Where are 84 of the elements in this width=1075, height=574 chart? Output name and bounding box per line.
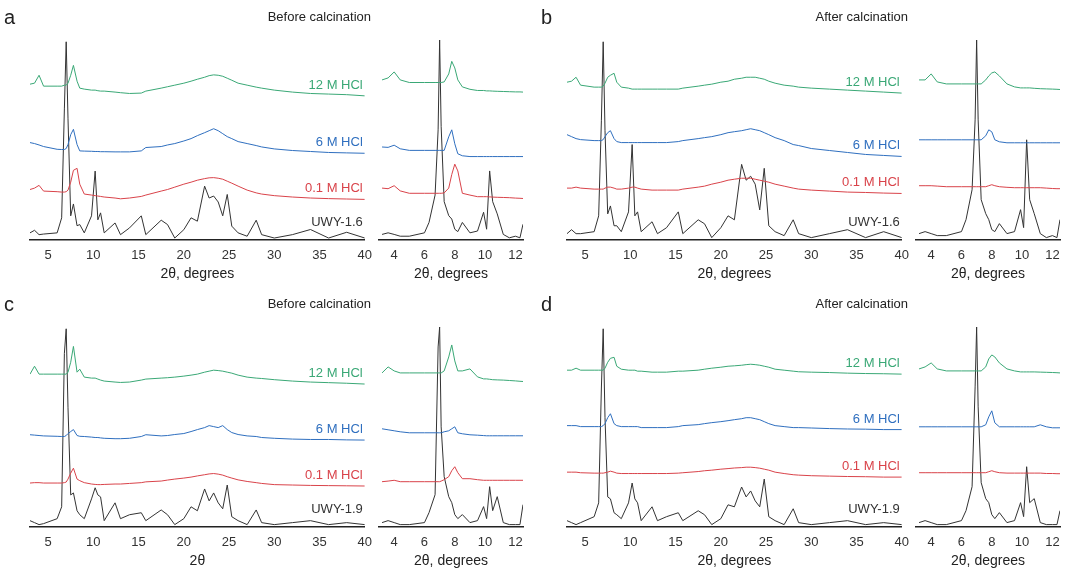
x-tick-label: 35 [312, 246, 327, 262]
text: c [4, 293, 14, 315]
chart-title: Before calcination [267, 9, 371, 25]
chart-title: After calcination [815, 9, 908, 25]
series-label: UWY-1.9 [311, 500, 363, 516]
x-tick-label: 10 [477, 246, 493, 262]
x-tick-label: 15 [131, 533, 146, 549]
x-tick-label: 40 [894, 533, 909, 549]
x-tick-label: 10 [623, 533, 638, 549]
x-tick-label: 15 [131, 246, 146, 262]
x-tick-label: 10 [1014, 533, 1030, 549]
x-tick-label: 25 [221, 246, 237, 262]
x-tick-label: 8 [451, 246, 459, 262]
series-label: 0.1 M HCl [304, 467, 363, 483]
x-axis-title: 2θ, degrees [414, 265, 488, 282]
x-tick-label: 6 [957, 246, 966, 262]
x-tick-label: 12 [508, 533, 523, 549]
series-label: 12 M HCl [845, 355, 900, 371]
x-axis-title: 2θ, degrees [697, 265, 772, 282]
series-label: UWY-1.6 [848, 213, 900, 229]
series-label: 12 M HCl [308, 365, 363, 381]
series-label: 0.1 M HCl [841, 458, 900, 474]
x-axis-title: 2θ, degrees [414, 552, 488, 569]
x-axis-title: 2θ, degrees [951, 552, 1025, 569]
series-label: 6 M HCl [852, 410, 900, 426]
x-tick-label: 25 [758, 246, 774, 262]
series-label: 12 M HCl [308, 76, 363, 92]
x-tick-label: 15 [668, 533, 683, 549]
x-tick-label: 35 [849, 533, 864, 549]
x-axis-title: 2θ, degrees [160, 265, 235, 282]
series-label: 6 M HCl [315, 421, 363, 437]
x-tick-label: 6 [957, 533, 966, 549]
x-tick-label: 40 [894, 246, 909, 262]
x-tick-label: 15 [668, 246, 683, 262]
x-tick-label: 12 [508, 246, 523, 262]
x-tick-label: 20 [176, 246, 192, 262]
series-label: UWY-1.9 [848, 500, 900, 516]
x-tick-label: 10 [477, 533, 493, 549]
x-tick-label: 10 [86, 246, 101, 262]
x-tick-label: 10 [1014, 246, 1030, 262]
chart-title: After calcination [815, 296, 908, 312]
x-tick-label: 6 [420, 246, 429, 262]
x-tick-label: 10 [623, 246, 638, 262]
x-tick-label: 30 [804, 533, 819, 549]
x-tick-label: 20 [176, 533, 192, 549]
x-tick-label: 4 [390, 533, 398, 549]
x-tick-label: 5 [581, 533, 589, 549]
text: a [4, 6, 16, 28]
x-tick-label: 25 [758, 533, 774, 549]
x-tick-label: 40 [357, 533, 372, 549]
x-tick-label: 8 [988, 533, 996, 549]
series-label: 0.1 M HCl [841, 174, 900, 190]
series-label: 0.1 M HCl [304, 180, 363, 196]
x-tick-label: 12 [1045, 533, 1060, 549]
series-label: UWY-1.6 [311, 214, 363, 230]
x-tick-label: 35 [312, 533, 327, 549]
x-tick-label: 4 [927, 533, 935, 549]
x-tick-label: 8 [988, 246, 996, 262]
x-tick-label: 8 [451, 533, 459, 549]
x-axis-title: 2θ, degrees [951, 265, 1025, 282]
x-axis-title: 2θ [189, 552, 206, 569]
x-tick-label: 20 [713, 533, 729, 549]
text: b [541, 6, 553, 28]
x-tick-label: 6 [420, 533, 429, 549]
x-tick-label: 25 [221, 533, 237, 549]
x-tick-label: 10 [86, 533, 101, 549]
x-tick-label: 12 [1045, 246, 1060, 262]
x-tick-label: 5 [44, 246, 52, 262]
series-label: 12 M HCl [845, 74, 900, 90]
x-tick-label: 20 [713, 246, 729, 262]
x-tick-label: 5 [581, 246, 589, 262]
x-tick-label: 30 [804, 246, 819, 262]
x-tick-label: 5 [44, 533, 52, 549]
chart-title: Before calcination [267, 296, 371, 312]
x-tick-label: 4 [927, 246, 935, 262]
series-label: 6 M HCl [852, 137, 900, 153]
x-tick-label: 30 [267, 246, 282, 262]
x-tick-label: 4 [390, 246, 398, 262]
text: d [541, 293, 553, 315]
x-tick-label: 30 [267, 533, 282, 549]
series-label: 6 M HCl [315, 134, 363, 150]
x-tick-label: 40 [357, 246, 372, 262]
x-tick-label: 35 [849, 246, 864, 262]
x-axis-title: 2θ, degrees [697, 552, 772, 569]
